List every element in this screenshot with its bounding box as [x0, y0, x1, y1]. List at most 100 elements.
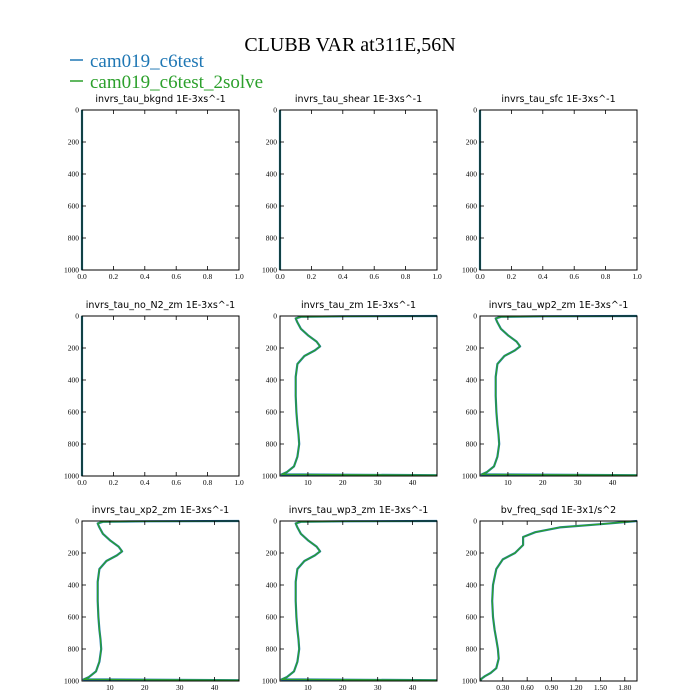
- panel-title: invrs_tau_shear 1E-3xs^-1: [295, 94, 422, 105]
- legend-label-1: cam019_c6test: [90, 51, 205, 72]
- panels: invrs_tau_bkgnd 1E-3xs^-1020040060080010…: [64, 94, 642, 692]
- y-tick-label: 1000: [462, 677, 477, 686]
- y-tick-label: 600: [466, 202, 478, 211]
- chart-panel: invrs_tau_xp2_zm 1E-3xs^-1 0 200 400 600 800 1…: [64, 505, 240, 692]
- x-tick-label: 0.4: [338, 272, 348, 281]
- plot-frame: [279, 520, 438, 682]
- x-tick-label: 20: [539, 478, 547, 487]
- series-line-cam019-c6test-2solve: [281, 315, 438, 476]
- series-line-cam019-c6test: [82, 519, 240, 682]
- x-tick-label: 10: [304, 478, 312, 487]
- y-tick-label: 0: [273, 517, 277, 526]
- x-tick-label: 0.2: [507, 272, 517, 281]
- y-tick-label: 200: [266, 344, 278, 353]
- y-tick-label: 400: [266, 376, 278, 385]
- y-tick-label: 1000: [64, 266, 79, 275]
- y-tick-label: 1000: [462, 266, 477, 275]
- y-tick-label: 200: [466, 138, 478, 147]
- y-tick-label: 400: [466, 581, 478, 590]
- x-tick-label: 0.0: [475, 272, 485, 281]
- x-tick-label: 0.6: [172, 478, 182, 487]
- x-tick-label: 10: [304, 683, 312, 692]
- x-tick-label: 10: [504, 478, 512, 487]
- y-tick-label: 0: [75, 312, 79, 321]
- chart-panel: invrs_tau_no_N2_zm 1E-3xs^-1 0 200 400 600 80…: [64, 300, 244, 487]
- x-tick-label: 0.2: [307, 272, 317, 281]
- x-tick-label: 30: [574, 478, 582, 487]
- plot-frame: [279, 109, 438, 271]
- y-tick-label: 800: [68, 645, 80, 654]
- x-tick-label: 1.0: [432, 272, 442, 281]
- chart-panel: bv_freq_sqd 1E-3x1/s^2 0 200 400 600 800 1000 0…: [462, 505, 638, 692]
- y-tick-label: 0: [273, 106, 277, 115]
- plot-frame: [81, 315, 240, 477]
- y-tick-label: 400: [68, 170, 80, 179]
- x-tick-label: 10: [106, 683, 114, 692]
- y-tick-label: 0: [473, 517, 477, 526]
- y-tick-label: 0: [273, 312, 277, 321]
- legend-label-2: cam019_c6test_2solve: [90, 72, 263, 93]
- plot-frame: [479, 520, 638, 682]
- x-tick-label: 40: [211, 683, 219, 692]
- y-tick-label: 1000: [262, 677, 277, 686]
- y-tick-label: 400: [466, 170, 478, 179]
- y-tick-label: 400: [266, 581, 278, 590]
- y-tick-label: 800: [68, 440, 80, 449]
- y-tick-label: 600: [68, 408, 80, 417]
- x-tick-label: 1.50: [594, 683, 607, 692]
- panel-title: invrs_tau_no_N2_zm 1E-3xs^-1: [86, 300, 235, 311]
- plot-frame: [479, 109, 638, 271]
- legend: cam019_c6test cam019_c6test_2solve: [70, 51, 263, 93]
- plot-frame: [479, 315, 638, 477]
- x-tick-label: 0.8: [401, 272, 411, 281]
- y-tick-label: 1000: [262, 266, 277, 275]
- chart-panel: invrs_tau_wp2_zm 1E-3xs^-1 0 200 400 600 800 1…: [462, 300, 638, 487]
- plot-frame: [81, 109, 240, 271]
- x-tick-label: 20: [339, 478, 347, 487]
- x-tick-label: 0.4: [538, 272, 548, 281]
- x-tick-label: 0.90: [545, 683, 558, 692]
- chart-panel: invrs_tau_zm 1E-3xs^-1 0 200 400 600 800 1000 1…: [262, 300, 438, 487]
- x-tick-label: 0.6: [370, 272, 380, 281]
- y-tick-label: 800: [466, 234, 478, 243]
- y-tick-label: 0: [75, 517, 79, 526]
- y-tick-label: 200: [68, 549, 80, 558]
- x-tick-label: 0.30: [496, 683, 509, 692]
- series-line-cam019-c6test: [280, 519, 438, 682]
- y-tick-label: 800: [466, 440, 478, 449]
- x-tick-label: 0.8: [203, 478, 213, 487]
- x-tick-label: 1.0: [234, 272, 244, 281]
- x-tick-label: 40: [409, 683, 417, 692]
- y-tick-label: 600: [466, 408, 478, 417]
- x-tick-label: 0.2: [109, 272, 119, 281]
- chart-panel: invrs_tau_sfc 1E-3xs^-1 0 200 400 600 800 1000…: [462, 94, 642, 281]
- series-line-cam019-c6test: [480, 314, 638, 477]
- y-tick-label: 1000: [262, 472, 277, 481]
- series-line-cam019-c6test-2solve: [480, 520, 638, 681]
- y-tick-label: 600: [466, 613, 478, 622]
- y-tick-label: 0: [473, 312, 477, 321]
- x-tick-label: 0.0: [77, 478, 87, 487]
- panel-title: invrs_tau_wp2_zm 1E-3xs^-1: [489, 300, 629, 311]
- series-line-cam019-c6test: [280, 314, 438, 477]
- x-tick-label: 30: [374, 478, 382, 487]
- y-tick-label: 200: [68, 344, 80, 353]
- y-tick-label: 800: [266, 440, 278, 449]
- figure-title: CLUBB VAR at311E,56N: [244, 34, 455, 56]
- x-tick-label: 0.8: [203, 272, 213, 281]
- x-tick-label: 0.2: [109, 478, 119, 487]
- x-tick-label: 1.0: [632, 272, 642, 281]
- series-line-cam019-c6test-2solve: [281, 520, 438, 681]
- y-tick-label: 400: [68, 376, 80, 385]
- plot-frame: [279, 315, 438, 477]
- y-tick-label: 400: [466, 376, 478, 385]
- y-tick-label: 600: [68, 613, 80, 622]
- y-tick-label: 600: [266, 613, 278, 622]
- y-tick-label: 600: [68, 202, 80, 211]
- y-tick-label: 200: [466, 549, 478, 558]
- panel-title: invrs_tau_sfc 1E-3xs^-1: [501, 94, 615, 105]
- x-tick-label: 20: [339, 683, 347, 692]
- y-tick-label: 200: [266, 138, 278, 147]
- series-line-cam019-c6test-2solve: [83, 520, 240, 681]
